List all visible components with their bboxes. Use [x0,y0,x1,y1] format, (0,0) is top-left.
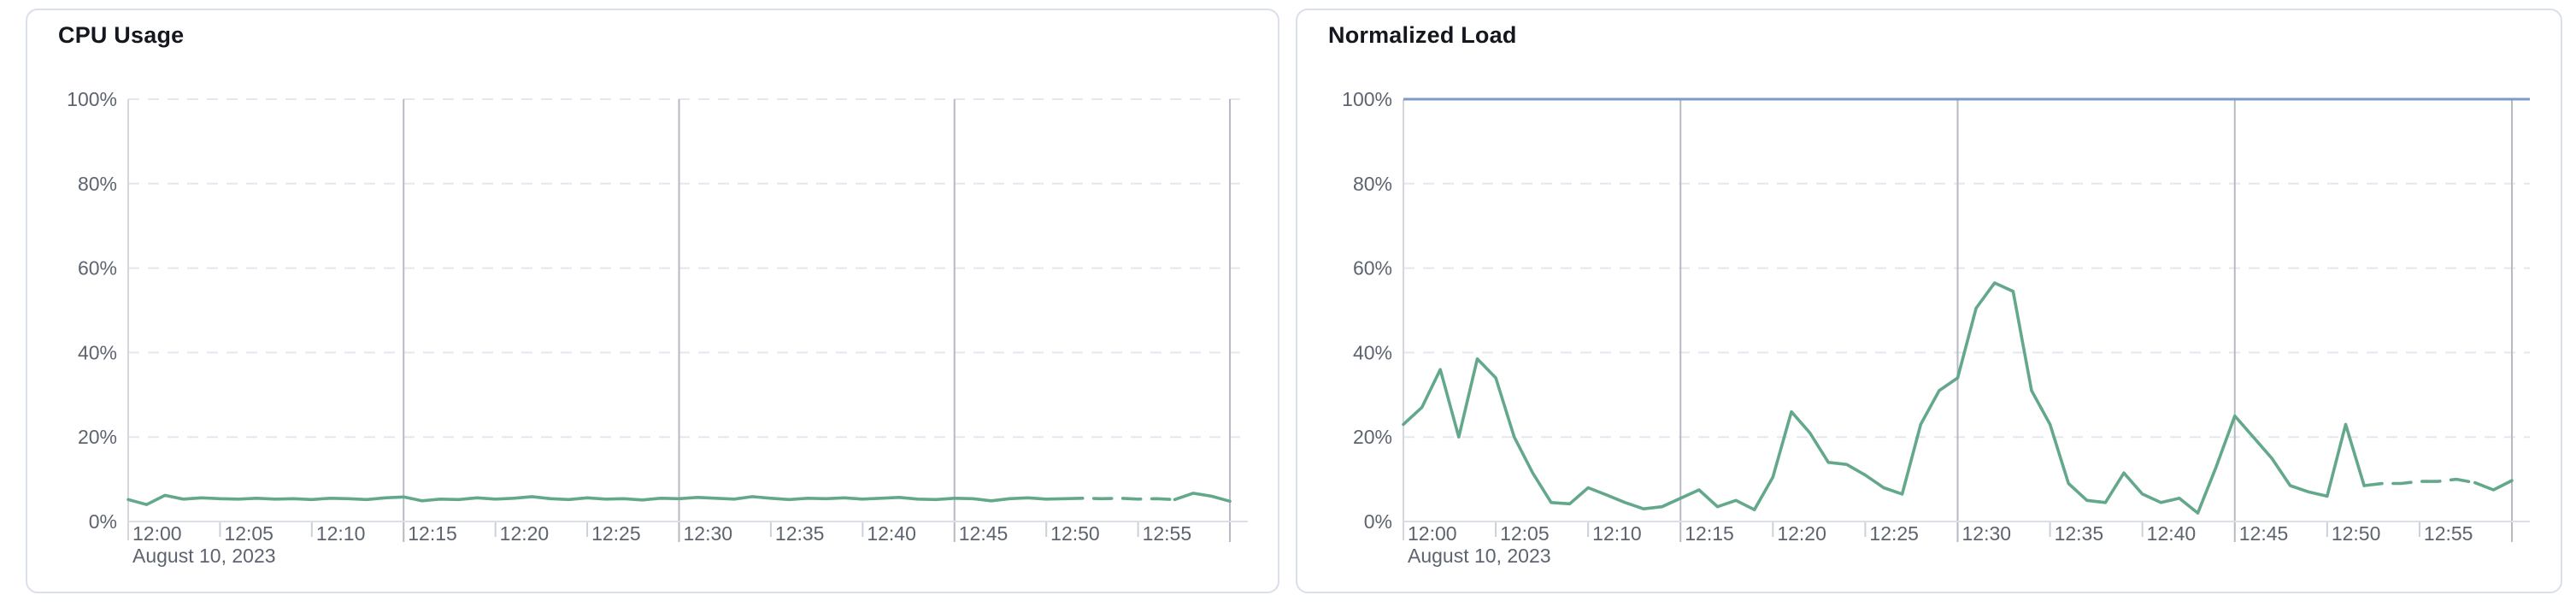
x-tick-label: 12:25 [1869,522,1919,545]
x-tick-label: 12:30 [1962,522,2012,545]
normalized-load-plot[interactable]: 0% 20% 40% 60% 80% 100% 12:00 12:05 12:10 12:15 12… [1297,10,2562,593]
series-line [126,493,1067,506]
x-tick-label: 12:45 [959,522,1009,545]
y-tick-label: 20% [1353,426,1392,448]
y-tick-label: 60% [1353,257,1392,280]
y-tick-label: 40% [1353,341,1392,363]
x-tick-label: 12:00 [132,522,182,545]
x-tick-label: 12:25 [591,522,641,545]
x-tick-label: 12:00 [1408,522,1457,545]
x-tick-label: 12:35 [2055,522,2104,545]
x-tick-label: 12:10 [316,522,366,545]
x-tick-label: 12:15 [1685,522,1734,545]
x-tick-label: 12:55 [2424,522,2473,545]
x-tick-label: 12:10 [1592,522,1642,545]
x-tick-label: 12:50 [1050,522,1100,545]
series-line-projected [1062,497,1177,502]
x-axis-date-label: August 10, 2023 [132,545,276,567]
series-line [1173,492,1232,504]
x-tick-label: 12:45 [2239,522,2289,545]
x-tick-label: 12:40 [2147,522,2197,545]
panel-title-normalized-load: Normalized Load [1328,22,1517,48]
y-tick-label: 100% [1342,88,1392,110]
x-tick-label: 12:40 [867,522,916,545]
series-line [1402,281,2366,515]
y-tick-label: 100% [67,88,117,110]
x-tick-label: 12:05 [224,522,273,545]
x-tick-label: 12:50 [2332,522,2381,545]
x-tick-label: 12:05 [1500,522,1550,545]
y-tick-label: 0% [89,510,117,533]
x-tick-label: 12:55 [1143,522,1192,545]
y-tick-label: 60% [78,257,117,280]
x-axis-date-label: August 10, 2023 [1408,545,1551,567]
x-tick-label: 12:20 [500,522,550,545]
series-line-projected [2362,477,2477,487]
x-tick-label: 12:35 [775,522,825,545]
normalized-load-panel: Normalized Load 0% 20% 40% 60% 80% 100% 12:00 1… [1296,9,2562,593]
x-tick-label: 12:20 [1777,522,1826,545]
y-tick-label: 0% [1364,510,1392,533]
series-line [2473,479,2514,492]
panel-title-cpu-usage: CPU Usage [58,22,185,48]
cpu-usage-plot[interactable]: 0% 20% 40% 60% 80% 100% 12:00 12:05 12:10 12:15 12… [27,10,1279,593]
y-tick-label: 20% [78,426,117,448]
cpu-usage-panel: CPU Usage 0% 20% 40% 60% 80% 100% 12:00 12:05 12… [26,9,1279,593]
y-tick-label: 40% [78,341,117,363]
x-tick-label: 12:30 [684,522,733,545]
y-tick-label: 80% [1353,173,1392,195]
x-tick-label: 12:15 [408,522,457,545]
y-tick-label: 80% [78,173,117,195]
